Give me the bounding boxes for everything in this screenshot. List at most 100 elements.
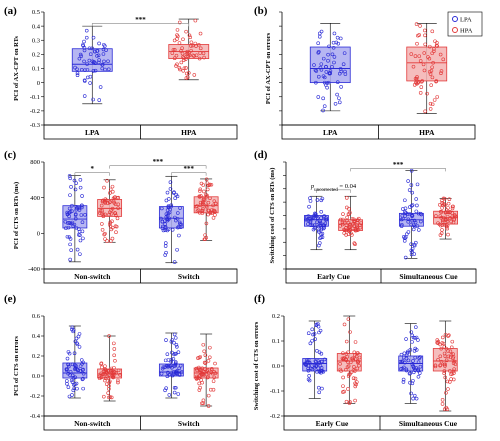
data-point xyxy=(198,203,203,208)
data-point xyxy=(106,67,111,72)
data-point xyxy=(67,235,72,239)
data-point xyxy=(315,198,320,202)
y-tick-label: 0.2 xyxy=(32,353,40,360)
y-tick-label: 0.3 xyxy=(32,37,40,44)
data-point xyxy=(177,66,182,70)
data-point xyxy=(440,402,445,406)
data-point xyxy=(110,189,115,194)
data-point xyxy=(330,52,335,57)
data-point xyxy=(418,364,423,369)
data-point xyxy=(312,223,317,227)
data-point xyxy=(446,334,450,338)
data-point xyxy=(319,29,324,34)
data-point xyxy=(105,239,109,243)
data-point xyxy=(99,371,104,376)
data-point xyxy=(346,220,351,225)
y-tick-label: 0.2 xyxy=(32,52,40,59)
data-point xyxy=(163,241,168,245)
data-point xyxy=(170,350,174,355)
data-point xyxy=(353,376,358,381)
data-point xyxy=(200,401,204,406)
data-point xyxy=(348,330,352,334)
panel-label: (c) xyxy=(4,149,17,161)
data-point xyxy=(206,404,211,408)
data-point xyxy=(178,363,183,368)
data-point xyxy=(442,362,447,367)
data-point xyxy=(346,387,350,391)
legend: LPA HPA xyxy=(447,11,483,37)
significance-label: *** xyxy=(184,165,195,173)
data-point xyxy=(319,209,324,214)
data-point xyxy=(202,349,206,354)
data-point xyxy=(340,220,345,225)
data-point xyxy=(67,394,72,399)
data-point xyxy=(419,212,424,217)
category-label: Non-switch xyxy=(74,419,111,428)
data-point xyxy=(409,168,414,173)
data-point xyxy=(409,183,414,187)
data-point xyxy=(436,341,440,345)
data-point xyxy=(359,221,363,225)
data-point xyxy=(402,360,407,365)
data-point xyxy=(172,352,176,357)
data-point xyxy=(452,367,456,372)
data-point xyxy=(319,351,324,356)
box-lpa-simultaneous-cue xyxy=(398,323,424,404)
data-point xyxy=(172,48,177,52)
data-point xyxy=(438,223,443,228)
data-point xyxy=(417,54,422,58)
data-point xyxy=(341,217,345,222)
data-point xyxy=(174,53,179,58)
data-point xyxy=(445,379,450,384)
data-point xyxy=(177,233,181,238)
data-point xyxy=(403,210,407,214)
data-point xyxy=(182,58,186,62)
data-point xyxy=(78,185,83,190)
panel-label: (f) xyxy=(254,293,265,305)
y-tick-label: 0.1 xyxy=(32,66,40,73)
data-point xyxy=(310,327,315,332)
data-point xyxy=(115,216,120,221)
data-point xyxy=(409,330,414,334)
data-point xyxy=(316,74,321,79)
data-point xyxy=(418,59,423,63)
data-point xyxy=(99,203,104,208)
data-point xyxy=(338,361,342,366)
data-point xyxy=(336,41,341,46)
data-point xyxy=(178,206,182,210)
data-point xyxy=(338,67,343,71)
data-point xyxy=(70,393,74,397)
panel-a: (a) 0.5 0.4 0.3 0.2 0.1 0 -0.1 -0.2 -0.3 PCI of AX… xyxy=(4,5,238,140)
data-point xyxy=(212,199,217,203)
data-point xyxy=(348,372,352,376)
data-point xyxy=(316,224,321,229)
data-point xyxy=(353,228,358,233)
data-point xyxy=(97,98,102,102)
data-point xyxy=(351,368,356,372)
data-point xyxy=(302,361,307,366)
data-point xyxy=(77,56,82,61)
data-point xyxy=(203,361,208,366)
data-point xyxy=(175,34,180,39)
data-point xyxy=(106,201,110,206)
data-point xyxy=(344,223,349,227)
data-point xyxy=(335,35,340,40)
data-point xyxy=(344,196,349,200)
data-point xyxy=(97,58,101,62)
data-point xyxy=(103,237,107,241)
box-lpa-early-cue xyxy=(303,195,329,251)
data-point xyxy=(168,372,172,377)
data-point xyxy=(212,375,217,380)
data-point xyxy=(409,222,413,227)
significance-bracket: * xyxy=(74,165,110,176)
data-point xyxy=(73,375,78,380)
y-tick-label: 0.0 xyxy=(32,373,40,380)
data-point xyxy=(83,79,87,83)
y-tick-label: -0.2 xyxy=(30,393,40,400)
data-point xyxy=(172,56,177,61)
y-axis-label: PCI of CTS on errors xyxy=(13,336,20,396)
data-point xyxy=(426,55,430,59)
data-point xyxy=(317,390,322,395)
data-point xyxy=(191,53,195,58)
data-point xyxy=(188,35,193,40)
